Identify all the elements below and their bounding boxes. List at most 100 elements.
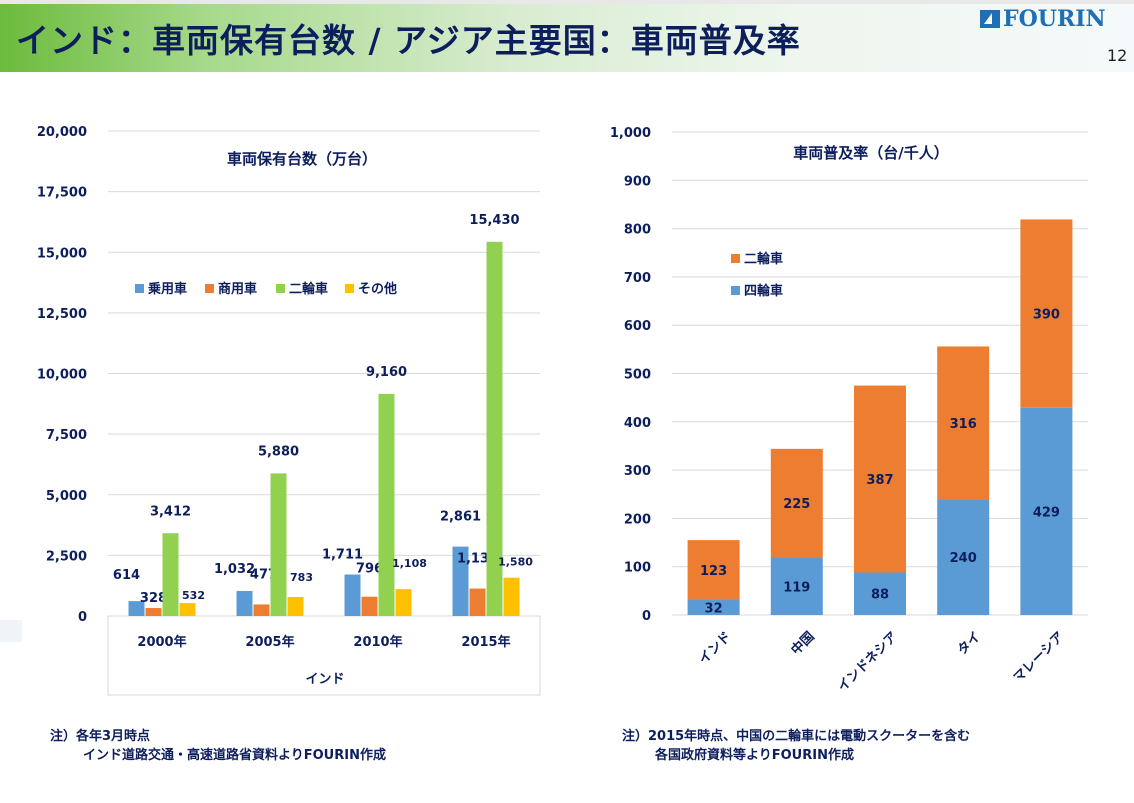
y-tick-label: 800 [624,223,651,238]
y-tick-label: 17,500 [37,186,87,201]
bar-乗用車 [236,590,253,616]
x-tick-label: 2000年 [137,634,186,650]
legend-swatch-四輪車 [731,286,740,295]
data-label: 9,160 [366,365,407,380]
bar-二輪車 [378,393,395,616]
legend-swatch-乗用車 [135,284,144,293]
data-label: 1,711 [322,548,363,563]
bar-商用車 [361,596,378,616]
bar-segment-四輪車 [687,599,740,615]
x-tick-label: 2015年 [461,634,510,650]
x-tick-label: マレーシア [1011,629,1067,685]
legend-label: 四輪車 [744,283,783,299]
y-tick-label: 0 [642,609,651,624]
data-label: 387 [866,473,893,488]
bar-segment-二輪車 [937,346,990,500]
page-title: インド：車両保有台数 / アジア主要国：車両普及率 [16,21,801,60]
y-tick-label: 2,500 [46,549,87,564]
y-tick-label: 0 [78,610,87,625]
y-tick-label: 10,000 [37,368,87,383]
data-label: 5,880 [258,444,299,459]
data-label: 15,430 [469,213,519,228]
vehicle-ownership-chart: 車両保有台数（万台） 0 2,500 5,000 7,500 10,000 12,500 1… [37,125,541,696]
page-number: 12 [1107,46,1128,65]
data-label: 119 [783,580,810,595]
data-label: 240 [950,551,977,566]
chart-title: 車両保有台数（万台） [227,150,377,168]
y-tick-label: 700 [624,271,651,286]
legend-label: その他 [358,281,397,297]
data-label: 477 [250,567,277,582]
x-tick-label: 2010年 [353,634,402,650]
bar-商用車 [253,604,270,616]
data-label: 2,861 [440,510,481,525]
legend-label: 二輪車 [289,281,328,297]
side-marker [0,620,22,642]
data-label: 614 [113,568,140,583]
y-tick-label: 20,000 [37,125,87,140]
data-label: 429 [1033,505,1060,520]
data-label: 32 [705,601,723,616]
legend-swatch-商用車 [205,284,214,293]
bar-segment-四輪車 [937,499,990,615]
note-right: 注）2015年時点、中国の二輪車には電動スクーターを含む 各国政府資料等よりFO… [622,727,970,765]
bar-乗用車 [128,601,145,616]
y-tick-label: 1,000 [610,126,651,141]
bar-商用車 [469,588,486,616]
note-left: 注）各年3月時点 インド道路交通・高速道路省資料よりFOURIN作成 [50,727,386,765]
bar-その他 [503,577,520,616]
x-tick-label: 中国 [788,629,818,659]
x-tick-label: インドネシア [835,629,901,695]
y-tick-label: 100 [624,561,651,576]
legend-swatch-その他 [345,284,354,293]
y-tick-label: 400 [624,416,651,431]
legend-label: 二輪車 [744,251,783,267]
y-tick-label: 600 [624,319,651,334]
data-label: 1,580 [498,556,533,569]
chart-title: 車両普及率（台/千人） [793,144,948,162]
x-axis-label: インド [305,672,344,687]
bar-二輪車 [486,241,503,616]
y-tick-label: 900 [624,174,651,189]
note-left-line2: インド道路交通・高速道路省資料よりFOURIN作成 [83,748,386,763]
fourin-logo: FOURIN [980,6,1106,32]
legend-label: 商用車 [218,281,257,297]
bar-segment-二輪車 [770,448,823,558]
note-right-line2: 各国政府資料等よりFOURIN作成 [655,748,854,763]
bar-segment-二輪車 [687,540,740,600]
data-label: 390 [1033,308,1060,323]
bar-segment-四輪車 [1020,407,1073,615]
bar-商用車 [145,608,162,616]
data-label: 1,108 [392,557,427,570]
bar-乗用車 [452,546,469,616]
data-label: 3,412 [150,504,191,519]
header-banner: インド：車両保有台数 / アジア主要国：車両普及率 FOURIN 12 [0,0,1134,72]
header-top-strip [0,0,1134,4]
y-tick-label: 5,000 [46,489,87,504]
legend-label: 乗用車 [147,281,187,297]
data-label: 225 [783,497,810,512]
fourin-logo-text: FOURIN [1003,6,1106,32]
bar-乗用車 [344,574,361,616]
data-label: 123 [700,564,727,579]
bar-segment-四輪車 [770,557,823,615]
fourin-logo-icon [980,10,1000,28]
category-axis-box [107,615,541,696]
note-left-line1: 注）各年3月時点 [50,729,151,744]
x-tick-label: 2005年 [245,634,294,650]
bar-二輪車 [162,533,179,616]
legend-swatch-二輪車 [731,254,740,263]
vehicle-penetration-chart: 車両普及率（台/千人） 0 100 200 300 400 500 600 700 800 900… [610,126,1088,695]
data-label: 328 [140,591,167,606]
x-tick-label: タイ [955,629,984,658]
data-label: 88 [871,588,889,603]
bar-segment-二輪車 [854,385,906,573]
data-label: 316 [950,417,977,432]
bar-segment-二輪車 [1020,219,1073,408]
y-tick-label: 12,500 [37,307,87,322]
data-label: 796 [356,562,383,577]
data-label: 532 [182,589,205,602]
y-tick-label: 300 [624,464,651,479]
bar-その他 [179,603,196,616]
y-tick-label: 7,500 [46,428,87,443]
